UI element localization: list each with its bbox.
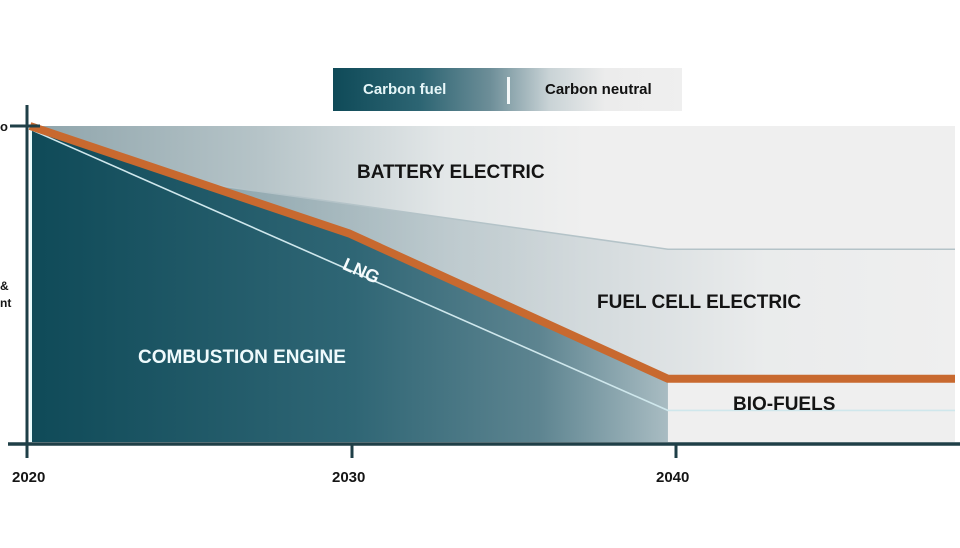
battery-electric-boundary-line bbox=[198, 182, 955, 250]
y-axis-cut-text-line2: nt bbox=[0, 296, 12, 310]
legend: Carbon fuel Carbon neutral bbox=[333, 68, 682, 111]
y-axis-cut-text-top: o bbox=[0, 119, 8, 134]
region-fuel-cell-electric bbox=[199, 182, 956, 379]
x-tick-label-2040: 2040 bbox=[656, 469, 690, 486]
region-label-bio-fuels: BIO-FUELS bbox=[733, 394, 836, 415]
legend-divider bbox=[507, 77, 510, 104]
legend-carbon-neutral: Carbon neutral bbox=[545, 81, 652, 98]
region-label-battery-electric: BATTERY ELECTRIC bbox=[357, 162, 545, 183]
x-tick-label-2020: 2020 bbox=[12, 469, 46, 486]
region-label-combustion-engine: COMBUSTION ENGINE bbox=[138, 347, 346, 368]
legend-carbon-fuel: Carbon fuel bbox=[363, 81, 447, 98]
x-tick-label-2030: 2030 bbox=[332, 469, 366, 486]
combustion-engine-boundary-line bbox=[29, 128, 955, 412]
carbon-fuel-boundary-line bbox=[28, 122, 955, 383]
y-axis-cut-text-line1: & bbox=[0, 279, 9, 293]
region-label-fuel-cell-electric: FUEL CELL ELECTRIC bbox=[597, 292, 802, 313]
